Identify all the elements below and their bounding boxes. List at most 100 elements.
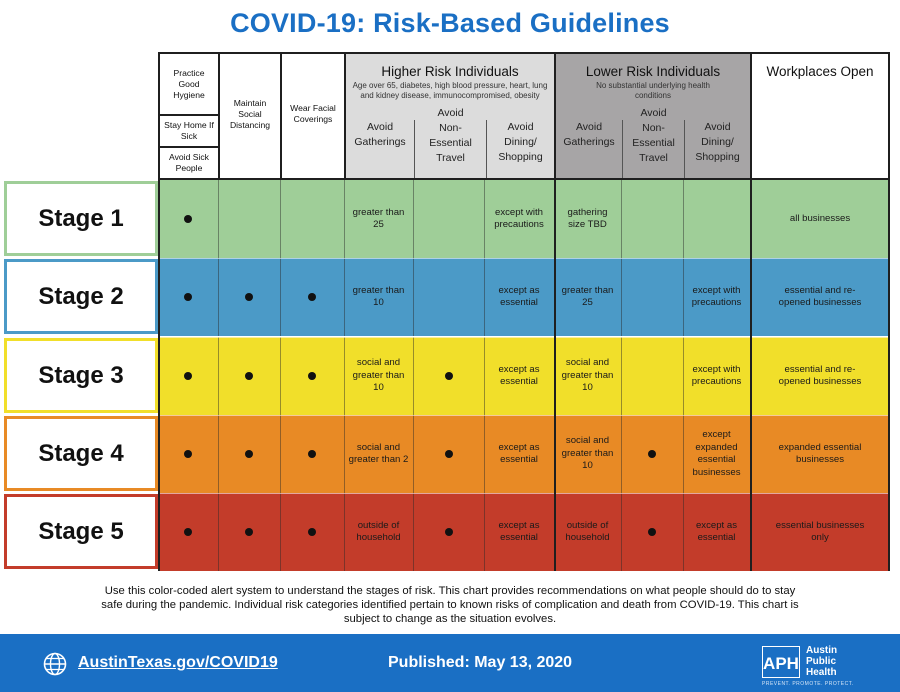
- stage-row-4: •••social and greater than 2•except as e…: [158, 415, 890, 493]
- page-title: COVID-19: Risk-Based Guidelines: [230, 8, 670, 38]
- stage2-cell-7: [621, 258, 683, 336]
- stage5-cell-3: outside of household: [356, 519, 401, 544]
- higher-avoid-gatherings: Avoid Gatherings: [354, 121, 406, 148]
- stage2-cell-1: •: [218, 258, 280, 336]
- recommendation-dot: [308, 450, 316, 458]
- recommendation-dot: [245, 528, 253, 536]
- stage3-cell-6: social and greater than 10: [561, 357, 614, 394]
- header-lower-risk-group: Lower Risk Individuals No substantial un…: [554, 52, 750, 180]
- stage-label-2: Stage 2: [4, 259, 158, 334]
- stage1-cell-8: [683, 180, 750, 258]
- globe-icon: [43, 652, 67, 676]
- svg-text:APH: APH: [763, 654, 799, 673]
- recommendation-dot: [444, 372, 453, 380]
- header-social-distancing: Maintain Social Distancing: [218, 52, 280, 180]
- stage3-cell-4: •: [413, 337, 484, 415]
- stage4-cell-5: except as essential: [498, 441, 540, 466]
- stage2-cell-3: greater than 10: [352, 284, 405, 309]
- stage5-cell-1: •: [218, 493, 280, 571]
- stage3-cell-8: except with precautions: [691, 363, 742, 388]
- stage4-cell-9: expanded essential businesses: [778, 441, 862, 466]
- covid19-website-link[interactable]: AustinTexas.gov/COVID19: [78, 654, 278, 671]
- aph-logo: APH: [762, 646, 800, 678]
- stage-label-1: Stage 1: [4, 181, 158, 256]
- stage5-cell-7: •: [621, 493, 683, 571]
- recommendation-dot: [308, 528, 316, 536]
- stage1-cell-1: [218, 180, 280, 258]
- stage2-cell-0: •: [158, 258, 218, 336]
- header-social-distancing-label: Maintain Social Distancing: [229, 97, 271, 130]
- stage-label-3: Stage 3: [4, 338, 158, 413]
- header-facial-coverings-label: Wear Facial Coverings: [290, 103, 336, 124]
- header-hygiene-column: Practice Good Hygiene Stay Home If Sick …: [158, 52, 218, 180]
- stage4-cell-7: •: [621, 415, 683, 493]
- stage-label-4: Stage 4: [4, 416, 158, 491]
- stage2-cell-6: greater than 25: [561, 284, 614, 309]
- stage-label-5: Stage 5: [4, 494, 158, 569]
- stage2-cell-4: [413, 258, 484, 336]
- recommendation-dot: [184, 293, 192, 301]
- header-workplaces-open: Workplaces Open: [750, 52, 890, 180]
- footnote: Use this color-coded alert system to und…: [101, 585, 799, 625]
- header-stay-home-if-sick: Stay Home If Sick: [160, 114, 218, 146]
- stage1-cell-0: •: [158, 180, 218, 258]
- stage5-cell-8: except as essential: [695, 519, 738, 544]
- stage1-cell-2: [280, 180, 344, 258]
- stage5-cell-2: •: [280, 493, 344, 571]
- stage2-cell-8: except with precautions: [691, 284, 742, 309]
- stage1-cell-4: [413, 180, 484, 258]
- recommendation-dot: [444, 450, 453, 458]
- stage3-cell-1: •: [218, 337, 280, 415]
- stage3-cell-7: [621, 337, 683, 415]
- stage3-cell-0: •: [158, 337, 218, 415]
- stage4-cell-1: •: [218, 415, 280, 493]
- stage-row-3: •••social and greater than 10•except as …: [158, 337, 890, 415]
- recommendation-dot: [308, 372, 316, 380]
- stage5-cell-0: •: [158, 493, 218, 571]
- stage3-cell-3: social and greater than 10: [352, 357, 405, 394]
- recommendation-dot: [184, 450, 192, 458]
- stage4-cell-2: •: [280, 415, 344, 493]
- footer-bar: AustinTexas.gov/COVID19 Published: May 1…: [0, 634, 900, 692]
- stage3-cell-9: essential and re-opened businesses: [778, 363, 862, 388]
- header-facial-coverings: Wear Facial Coverings: [280, 52, 344, 180]
- stage4-cell-4: •: [413, 415, 484, 493]
- workplaces-open-title: Workplaces Open: [766, 64, 874, 79]
- stage3-cell-5: except as essential: [498, 363, 540, 388]
- stage5-cell-6: outside of household: [565, 519, 610, 544]
- stage1-cell-5: except with precautions: [494, 206, 544, 231]
- austin-public-health-name: Austin Public Health: [806, 645, 838, 678]
- stage5-cell-9: essential businesses only: [775, 519, 865, 544]
- stage-row-1: • greater than 25 except with precautions g…: [158, 180, 890, 258]
- stage4-cell-0: •: [158, 415, 218, 493]
- lower-workplaces-divider: [750, 180, 752, 571]
- higher-avoid-travel: Avoid Non-Essential Travel: [429, 107, 472, 164]
- aph-tagline: PREVENT. PROMOTE. PROTECT.: [762, 681, 854, 687]
- stage1-cell-7: [621, 180, 683, 258]
- stage2-cell-2: •: [280, 258, 344, 336]
- recommendation-dot: [444, 528, 453, 536]
- stage4-cell-6: social and greater than 10: [561, 435, 614, 472]
- higher-risk-title: Higher Risk Individuals: [381, 64, 519, 79]
- lower-risk-title: Lower Risk Individuals: [585, 64, 721, 79]
- stage2-cell-5: except as essential: [498, 284, 540, 309]
- stage4-cell-3: social and greater than 2: [348, 441, 409, 466]
- recommendation-dot: [245, 372, 253, 380]
- header-practice-good-hygiene: Practice Good Hygiene: [173, 67, 205, 100]
- higher-risk-subtitle: Age over 65, diabetes, high blood pressu…: [352, 81, 548, 100]
- recommendation-dot: [245, 293, 253, 301]
- stage2-cell-9: essential and re-opened businesses: [778, 284, 862, 309]
- stage3-cell-2: •: [280, 337, 344, 415]
- header-avoid-sick-people: Avoid Sick People: [160, 146, 218, 178]
- lower-avoid-gatherings: Avoid Gatherings: [563, 121, 615, 148]
- lower-avoid-travel: Avoid Non-Essential Travel: [632, 107, 675, 164]
- stage1-cell-6: gathering size TBD: [567, 206, 608, 231]
- higher-avoid-dining: Avoid Dining/ Shopping: [498, 121, 543, 163]
- lower-avoid-dining: Avoid Dining/ Shopping: [695, 121, 740, 163]
- recommendation-dot: [648, 528, 656, 536]
- lower-risk-subtitle: No substantial underlying health conditi…: [596, 81, 710, 100]
- stage-row-5: •••outside of household•except as essent…: [158, 493, 890, 571]
- recommendation-dot: [308, 293, 316, 301]
- recommendation-dot: [184, 372, 192, 380]
